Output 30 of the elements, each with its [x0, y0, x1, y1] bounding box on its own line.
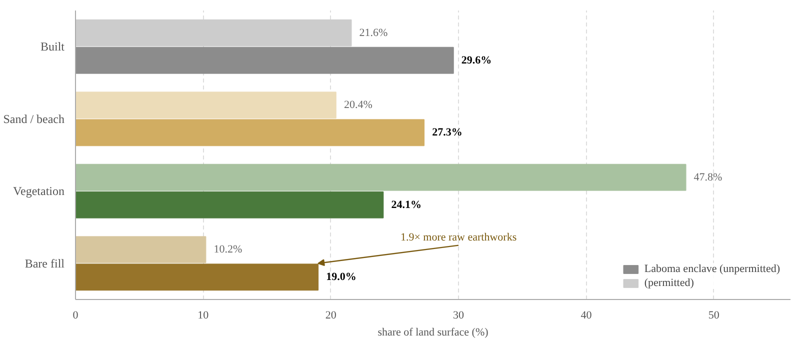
bar — [76, 119, 425, 146]
x-tick-label: 0 — [72, 310, 79, 322]
y-tick-label: Built — [40, 40, 66, 54]
x-tick-label: 20 — [325, 310, 337, 322]
data-label: 10.2% — [214, 244, 242, 256]
data-label: 21.6% — [359, 26, 388, 39]
bar — [76, 191, 384, 218]
bar — [76, 264, 319, 291]
x-axis-title: share of land surface (%) — [378, 326, 489, 338]
bar — [76, 19, 352, 46]
x-tick-label: 40 — [580, 310, 592, 322]
bar — [76, 46, 454, 74]
data-label: 29.6% — [461, 54, 492, 66]
bar — [76, 92, 336, 119]
y-tick-label: Vegetation — [13, 184, 65, 198]
x-tick-label: 50 — [708, 310, 720, 322]
y-tick-label: Bare fill — [24, 256, 66, 270]
bar — [76, 164, 686, 191]
bar — [76, 236, 206, 264]
legend-label: (permitted) — [644, 277, 694, 289]
data-label: 24.1% — [391, 198, 422, 211]
annotation: 1.9× more raw earthworks — [400, 231, 517, 244]
y-tick-label: Sand / beach — [3, 112, 64, 126]
data-label: 19.0% — [326, 271, 356, 284]
legend-label: Laboma enclave (unpermitted) — [644, 263, 780, 275]
x-tick-label: 10 — [198, 310, 210, 322]
data-label: 47.8% — [694, 171, 722, 184]
data-label: 27.3% — [432, 126, 462, 139]
data-label: 20.4% — [344, 99, 372, 112]
x-tick-label: 30 — [453, 310, 465, 322]
